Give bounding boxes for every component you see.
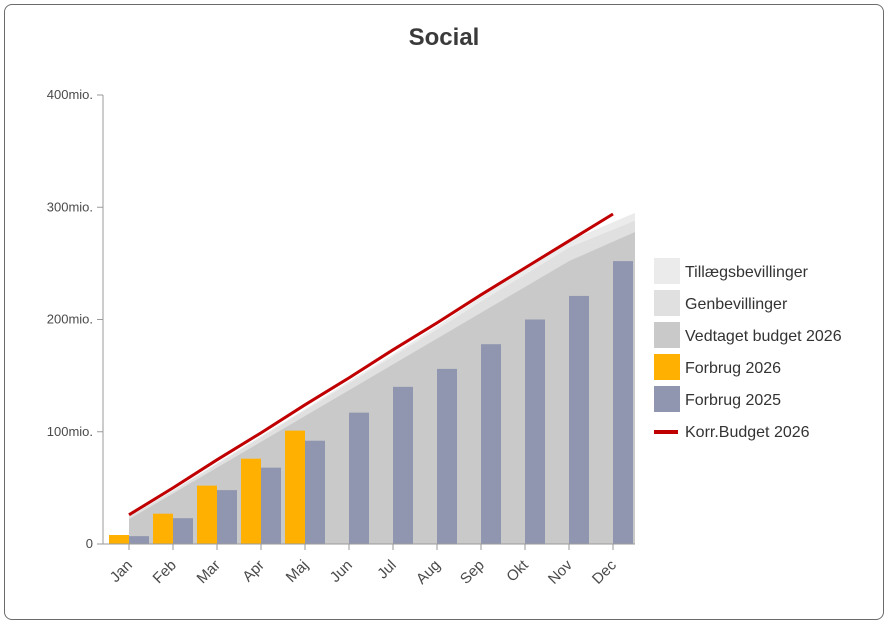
axes-group: 0 100mio. 200mio. 300mio. 400mio. Jan Feb Mar Ap… bbox=[47, 87, 635, 588]
x-tick-label-nov: Nov bbox=[545, 556, 576, 587]
x-tick-label-aug: Aug bbox=[413, 557, 444, 588]
legend-swatch bbox=[654, 386, 680, 412]
budget-line-group bbox=[128, 212, 614, 517]
bar-forbrug-2026-apr bbox=[241, 458, 261, 544]
bars-group bbox=[109, 261, 633, 544]
bar-forbrug-2025-aug bbox=[437, 368, 457, 544]
legend: Tillægsbevillinger Genbevillinger Vedtaget… bbox=[654, 258, 842, 441]
y-tick-label: 200mio. bbox=[47, 312, 93, 327]
legend-swatch-line bbox=[654, 430, 678, 434]
x-tick-label-jan: Jan bbox=[107, 557, 136, 586]
x-tick-label-mar: Mar bbox=[194, 557, 224, 587]
y-tick-label: 300mio. bbox=[47, 199, 93, 214]
legend-label: Forbrug 2026 bbox=[685, 360, 781, 377]
x-tick-label-jul: Jul bbox=[374, 557, 400, 583]
x-tick-label-feb: Feb bbox=[150, 557, 180, 587]
bar-forbrug-2025-nov bbox=[569, 295, 589, 544]
legend-label: Forbrug 2025 bbox=[685, 392, 781, 409]
legend-swatch bbox=[654, 354, 680, 380]
chart-title: Social bbox=[408, 24, 480, 51]
y-tick-label: 0 bbox=[86, 536, 93, 551]
bar-forbrug-2026-maj bbox=[285, 430, 305, 544]
bar-forbrug-2025-feb bbox=[173, 518, 193, 544]
legend-label: Korr.Budget 2026 bbox=[685, 424, 810, 441]
bar-forbrug-2025-jul bbox=[393, 386, 413, 544]
bar-forbrug-2025-mar bbox=[217, 490, 237, 544]
x-tick-label-maj: Maj bbox=[283, 557, 312, 586]
x-tick-label-jun: Jun bbox=[327, 557, 356, 586]
legend-label: Genbevillinger bbox=[685, 296, 788, 313]
bar-forbrug-2025-jan bbox=[129, 536, 149, 544]
bar-forbrug-2025-jun bbox=[349, 412, 369, 544]
bar-forbrug-2025-sep bbox=[481, 344, 501, 544]
bar-forbrug-2025-okt bbox=[525, 319, 545, 544]
bar-forbrug-2025-maj bbox=[305, 440, 325, 544]
legend-swatch bbox=[654, 290, 680, 316]
legend-label: Vedtaget budget 2026 bbox=[685, 328, 842, 345]
y-tick-label: 400mio. bbox=[47, 87, 93, 102]
x-tick-label-okt: Okt bbox=[503, 556, 532, 585]
bar-forbrug-2025-dec bbox=[613, 261, 633, 544]
x-tick-label-sep: Sep bbox=[457, 557, 488, 588]
bar-forbrug-2026-feb bbox=[153, 513, 173, 544]
bar-forbrug-2025-apr bbox=[261, 467, 281, 544]
legend-swatch bbox=[654, 258, 680, 284]
bar-forbrug-2026-jan bbox=[109, 535, 129, 544]
bar-forbrug-2026-mar bbox=[197, 485, 217, 544]
x-tick-label-apr: Apr bbox=[239, 557, 268, 586]
y-tick-label: 100mio. bbox=[47, 424, 93, 439]
legend-swatch bbox=[654, 322, 680, 348]
x-tick-label-dec: Dec bbox=[589, 556, 620, 587]
line-korr-budget-2026 bbox=[128, 212, 614, 517]
legend-label: Tillægsbevillinger bbox=[685, 264, 809, 281]
